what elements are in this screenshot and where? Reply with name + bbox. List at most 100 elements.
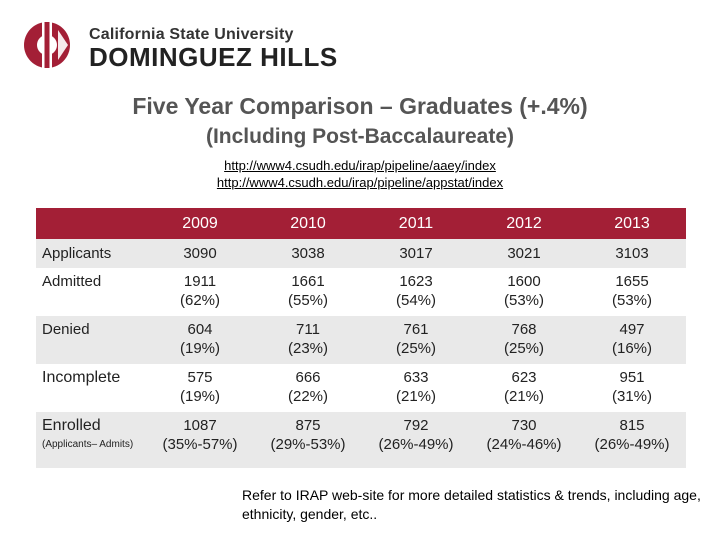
table-cell: 1911 (62%) (146, 268, 254, 316)
table-cell: 3090 (146, 239, 254, 268)
csudh-seal-icon (24, 22, 70, 68)
table-cell: 1600 (53%) (470, 268, 578, 316)
table-cell: 875 (29%-53%) (254, 412, 362, 468)
cell-count: 951 (619, 369, 645, 386)
row-label-text: Enrolled (42, 417, 101, 434)
cell-count: 3103 (615, 245, 649, 262)
cell-count: 3090 (183, 245, 217, 262)
cell-percent: (23%) (287, 340, 328, 357)
table-cell: 1661 (55%) (254, 268, 362, 316)
cell-count: 1087 (183, 417, 217, 434)
table-cell: 768 (25%) (470, 316, 578, 364)
table-cell: 3021 (470, 239, 578, 268)
cell-count: 761 (403, 321, 429, 338)
table-cell: 711 (23%) (254, 316, 362, 364)
table-row-enrolled: Enrolled (Applicants– Admits) 1087 (35%-5… (36, 412, 686, 468)
row-label-text: Incomplete (42, 369, 121, 386)
cell-percent: (21%) (503, 388, 544, 405)
cell-percent: (19%) (179, 340, 220, 357)
cell-count: 666 (295, 369, 321, 386)
table-cell: 623 (21%) (470, 364, 578, 412)
table-cell: 730 (24%-46%) (470, 412, 578, 468)
table-cell: 3017 (362, 239, 470, 268)
cell-count: 1655 (615, 273, 649, 290)
table-cell: 1623 (54%) (362, 268, 470, 316)
table-cell: 1655 (53%) (578, 268, 686, 316)
logo-line-2: DOMINGUEZ HILLS (89, 42, 338, 72)
table-cell: 633 (21%) (362, 364, 470, 412)
cell-percent: (26%-49%) (594, 436, 670, 453)
row-label: Applicants (36, 239, 146, 268)
year-header: 2013 (578, 208, 686, 239)
cell-percent: (25%) (503, 340, 544, 357)
header-row: 2009 2010 2011 2012 2013 (36, 208, 686, 239)
cell-percent: (31%) (611, 388, 652, 405)
row-label: Admitted (36, 268, 146, 316)
cell-count: 730 (511, 417, 537, 434)
cell-percent: (35%-57%) (162, 436, 238, 453)
cell-count: 497 (619, 321, 645, 338)
year-header: 2012 (470, 208, 578, 239)
cell-percent: (22%) (287, 388, 328, 405)
table-cell: 497 (16%) (578, 316, 686, 364)
table-row-incomplete: Incomplete 575 (19%) 666 (22%) 633 (21%) 62… (36, 364, 686, 412)
cell-percent: (26%-49%) (378, 436, 454, 453)
table-cell: 3038 (254, 239, 362, 268)
cell-count: 875 (295, 417, 321, 434)
cell-count: 3021 (507, 245, 541, 262)
cell-count: 815 (619, 417, 645, 434)
cell-percent: (55%) (287, 292, 328, 309)
cell-count: 1911 (183, 273, 217, 290)
cell-percent: (54%) (395, 292, 436, 309)
table-cell: 575 (19%) (146, 364, 254, 412)
row-label: Incomplete (36, 364, 146, 412)
cell-count: 575 (187, 369, 213, 386)
comparison-table: 2009 2010 2011 2012 2013 Applicants 3090… (36, 208, 686, 468)
cell-count: 1600 (507, 273, 541, 290)
cell-count: 711 (296, 321, 320, 338)
cell-percent: (25%) (395, 340, 436, 357)
row-label: Enrolled (Applicants– Admits) (36, 412, 146, 468)
page-title: Five Year Comparison – Graduates (+.4%) (132, 93, 588, 119)
link-list: http://www4.csudh.edu/irap/pipeline/aaey… (0, 157, 720, 191)
cell-percent: (29%-53%) (270, 436, 346, 453)
table-row-admitted: Admitted 1911 (62%) 1661 (55%) 1623 (54%) 1… (36, 268, 686, 316)
cell-percent: (24%-46%) (486, 436, 562, 453)
table-cell: 666 (22%) (254, 364, 362, 412)
table-row-applicants: Applicants 3090 3038 3017 3021 3103 (36, 239, 686, 268)
cell-count: 768 (511, 321, 537, 338)
row-label: Denied (36, 316, 146, 364)
cell-count: 604 (187, 321, 213, 338)
appstat-link[interactable]: http://www4.csudh.edu/irap/pipeline/apps… (216, 175, 504, 190)
cell-percent: (16%) (611, 340, 652, 357)
table-cell: 761 (25%) (362, 316, 470, 364)
cell-percent: (19%) (179, 388, 220, 405)
table-cell: 792 (26%-49%) (362, 412, 470, 468)
logo-line-1: California State University (89, 26, 294, 43)
table-cell: 604 (19%) (146, 316, 254, 364)
cell-percent: (62%) (179, 292, 220, 309)
table-cell: 1087 (35%-57%) (146, 412, 254, 468)
cell-count: 792 (403, 417, 429, 434)
table-cell: 3103 (578, 239, 686, 268)
cell-count: 633 (403, 369, 429, 386)
cell-count: 1623 (399, 273, 433, 290)
year-header: 2011 (362, 208, 470, 239)
table-cell: 951 (31%) (578, 364, 686, 412)
year-header: 2010 (254, 208, 362, 239)
row-sublabel: (Applicants– Admits) (42, 439, 134, 450)
cell-percent: (21%) (395, 388, 436, 405)
page-subtitle: (Including Post-Baccalaureate) (205, 125, 515, 148)
aaey-link[interactable]: http://www4.csudh.edu/irap/pipeline/aaey… (224, 158, 496, 173)
table-row-denied: Denied 604 (19%) 711 (23%) 761 (25%) 768 (25… (36, 316, 686, 364)
cell-count: 3017 (399, 245, 433, 262)
cell-percent: (53%) (611, 292, 652, 309)
footnote: Refer to IRAP web-site for more detailed… (242, 487, 701, 522)
cell-percent: (53%) (503, 292, 544, 309)
cell-count: 3038 (291, 245, 325, 262)
cell-count: 623 (511, 369, 537, 386)
table-cell: 815 (26%-49%) (578, 412, 686, 468)
year-header: 2009 (146, 208, 254, 239)
header-corner-cell (36, 208, 146, 239)
cell-count: 1661 (291, 273, 325, 290)
